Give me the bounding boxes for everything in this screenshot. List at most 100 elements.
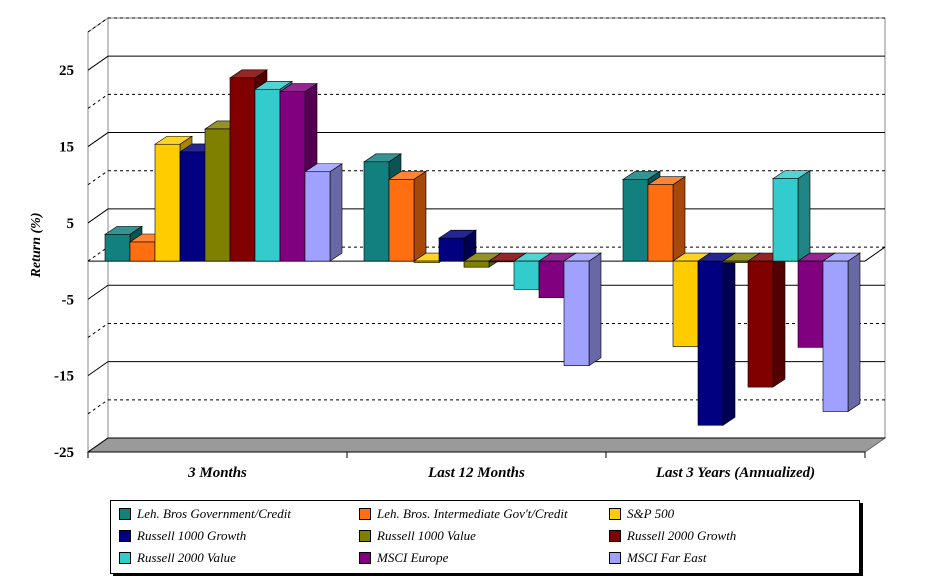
legend-label: Leh. Bros. Intermediate Gov't/Credit bbox=[377, 506, 568, 521]
zero-line-side bbox=[864, 246, 886, 262]
bar-front bbox=[413, 260, 440, 263]
legend-swatch bbox=[609, 508, 621, 520]
legend-swatch bbox=[359, 552, 371, 564]
gridline-side bbox=[87, 93, 109, 109]
gridline-side bbox=[87, 17, 109, 33]
bar bbox=[697, 252, 736, 426]
y-tick-label: -25 bbox=[54, 445, 74, 461]
bar-front bbox=[513, 260, 540, 290]
legend-item: Leh. Bros Government/Credit bbox=[119, 505, 291, 523]
bar bbox=[647, 176, 686, 262]
bar-side bbox=[797, 170, 811, 262]
gridline-side bbox=[87, 399, 109, 415]
legend-label: S&P 500 bbox=[627, 506, 675, 521]
legend-item: MSCI Far East bbox=[609, 549, 706, 567]
bar-front bbox=[279, 91, 306, 262]
bar-front bbox=[438, 237, 465, 262]
legend-swatch bbox=[359, 508, 371, 520]
bar bbox=[747, 252, 786, 388]
bar-front bbox=[363, 161, 390, 262]
legend-label: Leh. Bros Government/Credit bbox=[137, 506, 291, 521]
legend-swatch bbox=[119, 508, 131, 520]
legend-label: MSCI Europe bbox=[377, 550, 449, 565]
gridline-side bbox=[87, 208, 109, 224]
bar bbox=[563, 252, 602, 367]
legend-swatch bbox=[609, 552, 621, 564]
bar-side bbox=[847, 252, 861, 413]
bar-front bbox=[104, 234, 131, 262]
category-label: 3 Months bbox=[187, 465, 247, 481]
floor bbox=[86, 437, 887, 453]
gridline-side bbox=[87, 284, 109, 300]
bar-side bbox=[772, 252, 786, 388]
legend-label: Russell 2000 Growth bbox=[627, 528, 737, 543]
legend-label: Russell 2000 Value bbox=[137, 550, 236, 565]
gridline-side bbox=[87, 361, 109, 377]
bar-front bbox=[129, 241, 156, 262]
legend-item: Russell 1000 Growth bbox=[119, 527, 246, 545]
bar-side bbox=[588, 252, 602, 367]
bar-front bbox=[304, 171, 331, 262]
legend-swatch bbox=[119, 552, 131, 564]
gridline-side bbox=[87, 55, 109, 71]
bars bbox=[104, 69, 861, 426]
legend: Leh. Bros Government/Credit Leh. Bros. In… bbox=[110, 500, 860, 574]
legend-item: Russell 2000 Value bbox=[119, 549, 236, 567]
legend-swatch bbox=[119, 530, 131, 542]
legend-item: Leh. Bros. Intermediate Gov't/Credit bbox=[359, 505, 568, 523]
category-label: Last 3 Years (Annualized) bbox=[655, 465, 815, 481]
y-tick-label: 25 bbox=[59, 63, 74, 79]
bar-front bbox=[622, 179, 649, 262]
bar-front bbox=[722, 260, 749, 263]
legend-item: Russell 1000 Value bbox=[359, 527, 476, 545]
bar-front bbox=[463, 260, 490, 268]
y-tick-labels: 25 15 5 -5 -15 -25 bbox=[54, 63, 74, 461]
legend-label: MSCI Far East bbox=[627, 550, 707, 565]
bar bbox=[438, 229, 477, 262]
bar-front bbox=[488, 260, 515, 263]
legend-item: MSCI Europe bbox=[359, 549, 448, 567]
y-tick-label: -5 bbox=[62, 292, 75, 308]
bar-front bbox=[179, 151, 206, 262]
y-tick-label: -15 bbox=[54, 369, 74, 385]
gridline-side bbox=[87, 437, 109, 453]
y-tick-label: 15 bbox=[59, 140, 74, 156]
bar-side bbox=[672, 176, 686, 262]
gridline-side bbox=[87, 323, 109, 338]
bar-front bbox=[697, 260, 724, 426]
bar-side bbox=[722, 252, 736, 426]
bar-front bbox=[154, 143, 181, 262]
legend-swatch bbox=[359, 530, 371, 542]
bar bbox=[304, 163, 343, 262]
bar-side bbox=[413, 170, 427, 262]
bar bbox=[772, 170, 811, 262]
bar bbox=[388, 170, 427, 262]
y-axis-label: Return (%) bbox=[29, 213, 44, 279]
legend-item: S&P 500 bbox=[609, 505, 674, 523]
bar-front bbox=[822, 260, 849, 412]
category-labels: 3 Months Last 12 Months Last 3 Years (Annu… bbox=[87, 451, 866, 481]
y-tick-label: 5 bbox=[67, 216, 75, 232]
bar bbox=[822, 252, 861, 413]
legend-label: Russell 1000 Value bbox=[377, 528, 476, 543]
gridline-side bbox=[87, 132, 109, 147]
bar-side bbox=[329, 163, 343, 262]
category-label: Last 12 Months bbox=[427, 465, 525, 481]
bar-front bbox=[772, 178, 799, 262]
chart: 25 15 5 -5 -15 -25 3 Months Last 12 Months Last… bbox=[29, 17, 887, 481]
bar-front bbox=[229, 77, 256, 262]
bar-front bbox=[254, 88, 281, 262]
legend-label: Russell 1000 Growth bbox=[137, 528, 247, 543]
bar-front bbox=[672, 260, 699, 347]
bar-front bbox=[647, 184, 674, 262]
bar-front bbox=[388, 179, 415, 262]
bar-front bbox=[563, 260, 590, 367]
bar-front bbox=[797, 260, 824, 348]
bar-front bbox=[747, 260, 774, 388]
legend-swatch bbox=[609, 530, 621, 542]
bar-front bbox=[538, 260, 565, 299]
bar-front bbox=[204, 128, 231, 262]
legend-item: Russell 2000 Growth bbox=[609, 527, 736, 545]
gridline-side bbox=[87, 246, 109, 262]
gridline-side bbox=[87, 170, 109, 186]
